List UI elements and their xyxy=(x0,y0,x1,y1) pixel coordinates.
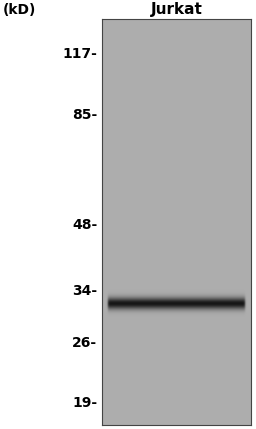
Text: 19-: 19- xyxy=(72,396,97,410)
Text: 26-: 26- xyxy=(72,336,97,350)
Title: Jurkat: Jurkat xyxy=(151,2,202,17)
Text: 117-: 117- xyxy=(62,47,97,61)
Text: (kD): (kD) xyxy=(3,3,36,17)
Text: 48-: 48- xyxy=(72,218,97,232)
Text: 85-: 85- xyxy=(72,108,97,122)
Text: 34-: 34- xyxy=(72,284,97,299)
